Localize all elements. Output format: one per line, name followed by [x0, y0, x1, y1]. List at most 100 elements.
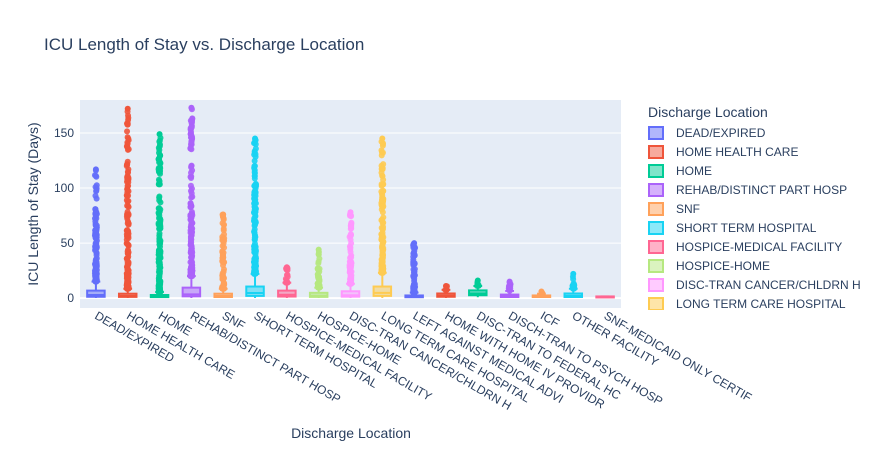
box-snf-medicaid-only-certif	[595, 295, 615, 299]
box-left-against-medical-advi	[404, 240, 424, 299]
outlier-point	[379, 259, 386, 266]
box-rehab-distinct-part-hosp	[181, 104, 202, 298]
outlier-point	[93, 232, 100, 239]
outlier-point	[380, 176, 387, 183]
legend-swatch	[648, 182, 664, 197]
outlier-point	[411, 265, 418, 272]
legend-item[interactable]: HOME	[648, 161, 712, 180]
box-disc-tran-to-federal-hc	[468, 277, 488, 298]
outlier-point	[442, 282, 449, 289]
outlier-point	[378, 217, 385, 224]
legend-item[interactable]: DISC-TRAN CANCER/CHLDRN H	[648, 275, 861, 294]
outlier-point	[251, 189, 258, 196]
box-other-facility	[563, 270, 584, 298]
outlier-point	[92, 212, 99, 219]
outlier-point	[314, 265, 321, 272]
legend-item[interactable]: SHORT TERM HOSPITAL	[648, 218, 816, 237]
outlier-point	[251, 172, 258, 179]
legend-label: DEAD/EXPIRED	[676, 125, 766, 140]
outlier-point	[220, 211, 227, 218]
box-dead-expired	[86, 166, 106, 298]
legend-item[interactable]: HOSPICE-HOME	[648, 256, 770, 275]
outlier-point	[315, 258, 322, 265]
outlier-point	[156, 147, 163, 154]
outlier-point	[187, 254, 194, 261]
legend-item[interactable]: DEAD/EXPIRED	[648, 123, 765, 142]
outlier-point	[124, 144, 131, 151]
box-iqr	[181, 286, 202, 298]
outlier-point	[252, 135, 259, 142]
box-hospice-medical-facility	[277, 264, 297, 298]
outlier-point	[187, 233, 194, 240]
outlier-point	[125, 212, 132, 219]
box-plots	[86, 104, 615, 299]
box-iqr	[277, 289, 297, 298]
legend-item[interactable]: REHAB/DISTINCT PART HOSP	[648, 180, 847, 199]
outlier-point	[410, 285, 417, 292]
legend-swatch	[648, 258, 664, 273]
outlier-point	[220, 240, 227, 247]
outlier-point	[379, 135, 386, 142]
outlier-point	[92, 192, 99, 199]
outlier-point	[187, 187, 194, 194]
legend-title: Discharge Location	[648, 104, 768, 120]
legend-item[interactable]: HOSPICE-MEDICAL FACILITY	[648, 237, 842, 256]
outlier-point	[251, 203, 258, 210]
outlier-point	[124, 255, 131, 262]
outlier-point	[378, 149, 385, 156]
legend-label: HOME	[676, 163, 712, 178]
outlier-point	[156, 235, 163, 242]
outlier-point	[124, 161, 131, 168]
legend-label: SNF	[676, 201, 700, 216]
box-iqr	[372, 285, 393, 297]
outlier-point	[506, 282, 513, 289]
outlier-point	[188, 194, 195, 201]
legend-label: REHAB/DISTINCT PART HOSP	[676, 182, 848, 197]
legend-item[interactable]: LONG TERM CARE HOSPITAL	[648, 294, 846, 310]
legend-label: SHORT TERM HOSPITAL	[676, 220, 817, 235]
outlier-point	[188, 164, 195, 171]
y-tick-label: 150	[54, 126, 74, 140]
outlier-point	[125, 204, 132, 211]
outlier-point	[252, 248, 259, 255]
outlier-point	[155, 277, 162, 284]
legend-item[interactable]: HOME HEALTH CARE	[648, 142, 798, 161]
outlier-point	[411, 275, 418, 282]
outlier-point	[252, 141, 259, 148]
box-hospice-home	[308, 246, 329, 298]
outlier-point	[188, 263, 195, 270]
outlier-point	[221, 259, 228, 266]
legend-swatch	[648, 144, 664, 159]
legend: Discharge Location DEAD/EXPIRED HOME HEAL…	[640, 100, 882, 310]
outlier-point	[474, 277, 481, 284]
outlier-point	[156, 266, 163, 273]
outlier-point	[156, 155, 163, 162]
y-tick-label: 100	[54, 181, 74, 195]
outlier-point	[348, 268, 355, 275]
outlier-point	[283, 271, 290, 278]
outlier-point	[379, 197, 386, 204]
outlier-point	[348, 259, 355, 266]
legend-swatch	[648, 296, 664, 310]
outlier-point	[251, 195, 258, 202]
outlier-point	[123, 192, 130, 199]
legend-label: LONG TERM CARE HOSPITAL	[676, 296, 846, 311]
legend-swatch	[648, 201, 664, 216]
outlier-point	[379, 209, 386, 216]
legend-swatch	[648, 277, 664, 292]
chart-title: ICU Length of Stay vs. Discharge Locatio…	[44, 35, 364, 54]
legend-item[interactable]: SNF	[648, 199, 700, 218]
outlier-point	[155, 209, 162, 216]
legend-swatch	[648, 125, 664, 140]
box-iqr	[340, 290, 361, 298]
box-snf	[213, 211, 233, 298]
outlier-point	[124, 121, 131, 128]
outlier-point	[156, 131, 163, 138]
box-home	[149, 131, 170, 299]
outlier-point	[124, 128, 131, 135]
y-tick-labels: 0 50 100 150	[54, 126, 74, 305]
outlier-point	[379, 236, 386, 243]
legend-label: HOME HEALTH CARE	[676, 144, 799, 159]
outlier-point	[347, 249, 354, 256]
